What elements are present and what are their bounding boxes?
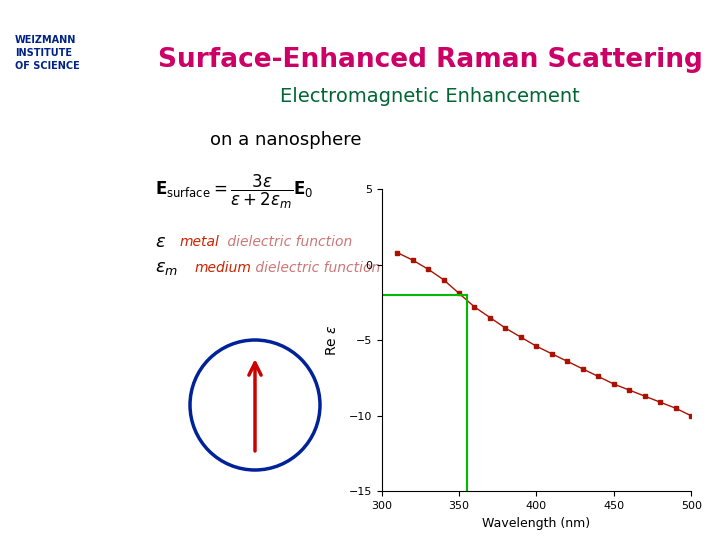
Text: metal: metal (180, 235, 220, 249)
Text: on a nanosphere: on a nanosphere (210, 131, 361, 149)
Text: dielectric function: dielectric function (251, 261, 380, 275)
Text: $\varepsilon_m$: $\varepsilon_m$ (155, 259, 178, 277)
X-axis label: Wavelength (nm): Wavelength (nm) (482, 517, 590, 530)
Text: dielectric function: dielectric function (223, 235, 352, 249)
Text: medium: medium (195, 261, 252, 275)
Text: $\varepsilon$: $\varepsilon$ (155, 233, 166, 251)
Text: Electromagnetic Enhancement: Electromagnetic Enhancement (280, 87, 580, 106)
Text: Re $\varepsilon$: Re $\varepsilon$ (325, 325, 339, 356)
Text: $\mathbf{E}_{\mathrm{surface}} = \dfrac{3\varepsilon}{\varepsilon + 2\varepsilon: $\mathbf{E}_{\mathrm{surface}} = \dfrac{… (155, 173, 313, 211)
Text: Surface-Enhanced Raman Scattering: Surface-Enhanced Raman Scattering (158, 47, 703, 73)
Text: WEIZMANN
INSTITUTE
OF SCIENCE: WEIZMANN INSTITUTE OF SCIENCE (15, 35, 80, 71)
